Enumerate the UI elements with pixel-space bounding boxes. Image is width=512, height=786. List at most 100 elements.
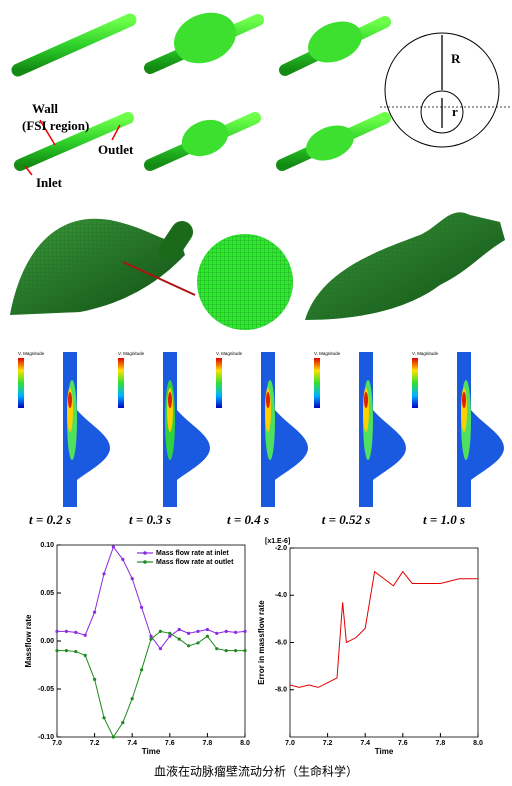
x-tick-label: 7.8 (203, 740, 213, 747)
x-tick-label: 7.0 (285, 740, 295, 747)
time-label: t = 0.2 s (29, 512, 71, 527)
legend-label: Mass flow rate at inlet (156, 550, 229, 557)
series-marker (111, 545, 115, 549)
aneurysm (77, 410, 110, 480)
x-axis-title: Time (375, 747, 394, 756)
series-marker (121, 721, 125, 725)
series-marker (168, 631, 172, 635)
jet-peak (68, 392, 72, 408)
series-marker (130, 697, 134, 701)
jet-peak (168, 392, 172, 408)
series-marker (74, 649, 78, 654)
series-marker (177, 637, 181, 641)
legend-title: V, Magnitude (18, 351, 45, 356)
series-marker (234, 649, 238, 653)
color-bar (314, 358, 320, 408)
x-tick-label: 7.4 (127, 740, 137, 747)
color-bar (216, 358, 222, 408)
series-marker (121, 557, 125, 562)
y-tick-label: -0.05 (38, 686, 54, 693)
x-axis-title: Time (142, 747, 161, 756)
time-label: t = 0.3 s (129, 512, 171, 527)
series-marker (243, 649, 247, 653)
series-marker (196, 629, 200, 634)
series-marker (187, 631, 191, 635)
series-marker (196, 641, 200, 645)
time-label: t = 0.52 s (322, 512, 371, 527)
series-marker (215, 647, 219, 651)
series-marker (224, 649, 228, 653)
x-tick-label: 7.4 (360, 740, 370, 747)
time-label: t = 1.0 s (423, 512, 465, 527)
series-marker (177, 627, 181, 632)
contour-panels: V, Magnitude t = 0.2 s V, Magnitude t = 0.3… (18, 351, 504, 527)
legend-title: V, Magnitude (314, 351, 341, 356)
series-marker (140, 605, 144, 610)
color-bar (118, 358, 124, 408)
label-big-r: R (451, 51, 461, 66)
aneurysm (177, 410, 210, 480)
series-marker (83, 653, 87, 658)
legend-marker (143, 560, 147, 564)
x-tick-label: 7.2 (90, 740, 100, 747)
label-inlet: Inlet (36, 175, 63, 190)
jet-peak (266, 392, 270, 408)
series-marker (93, 677, 97, 682)
x-tick-label: 7.8 (436, 740, 446, 747)
series-marker (234, 630, 238, 634)
legend-title: V, Magnitude (118, 351, 145, 356)
jet-peak (462, 392, 466, 408)
y-axis-title: Massflow rate (24, 614, 33, 667)
legend-title: V, Magnitude (412, 351, 439, 356)
y-tick-label: -0.10 (38, 734, 54, 741)
time-label: t = 0.4 s (227, 512, 269, 527)
x-tick-label: 8.0 (240, 740, 250, 747)
label-fsi: (FSI region) (22, 118, 89, 133)
series-marker (93, 610, 97, 614)
series-marker (205, 634, 209, 638)
legend-marker (143, 551, 147, 555)
y-tick-label: -4.0 (275, 592, 287, 599)
series-marker (140, 668, 144, 672)
series-marker (55, 629, 59, 634)
mesh-models (10, 212, 505, 330)
y-tick-label: -8.0 (275, 687, 287, 694)
tube-models (11, 12, 391, 176)
series-marker (158, 629, 162, 634)
series-marker (149, 637, 153, 641)
color-bar (18, 358, 24, 408)
series-marker (215, 631, 219, 635)
series-marker (149, 634, 153, 638)
series-marker (187, 644, 191, 648)
caption: 血液在动脉瘤壁流动分析（生命科学） (154, 764, 358, 779)
series-marker (130, 577, 134, 581)
series-marker (64, 629, 68, 634)
series-marker (158, 647, 162, 651)
color-bar (412, 358, 418, 408)
series-line (289, 570, 478, 688)
jet-peak (364, 392, 368, 408)
y-axis-title: Error in massflow rate (257, 600, 266, 685)
legend-label: Mass flow rate at outlet (156, 559, 234, 566)
label-outlet: Outlet (98, 142, 134, 157)
series-marker (74, 630, 78, 634)
label-small-r: r (452, 104, 458, 119)
series-marker (224, 629, 228, 634)
aneurysm (275, 410, 308, 480)
plot-frame (289, 547, 479, 738)
legend-title: V, Magnitude (216, 351, 243, 356)
aneurysm (373, 410, 406, 480)
plot-frame (56, 544, 246, 738)
label-wall: Wall (32, 101, 58, 116)
series-marker (102, 716, 106, 720)
charts: 7.0 7.2 7.4 7.6 7.8 8.0 -0.10 -0.05 0.00 0.05 0.10… (24, 538, 483, 756)
y-tick-label: -2.0 (275, 545, 287, 552)
series-marker (55, 649, 59, 653)
radius-diagram (380, 32, 512, 148)
series-marker (102, 572, 106, 576)
series-marker (64, 649, 68, 653)
series-marker (205, 627, 209, 632)
x-tick-label: 7.6 (398, 740, 408, 747)
